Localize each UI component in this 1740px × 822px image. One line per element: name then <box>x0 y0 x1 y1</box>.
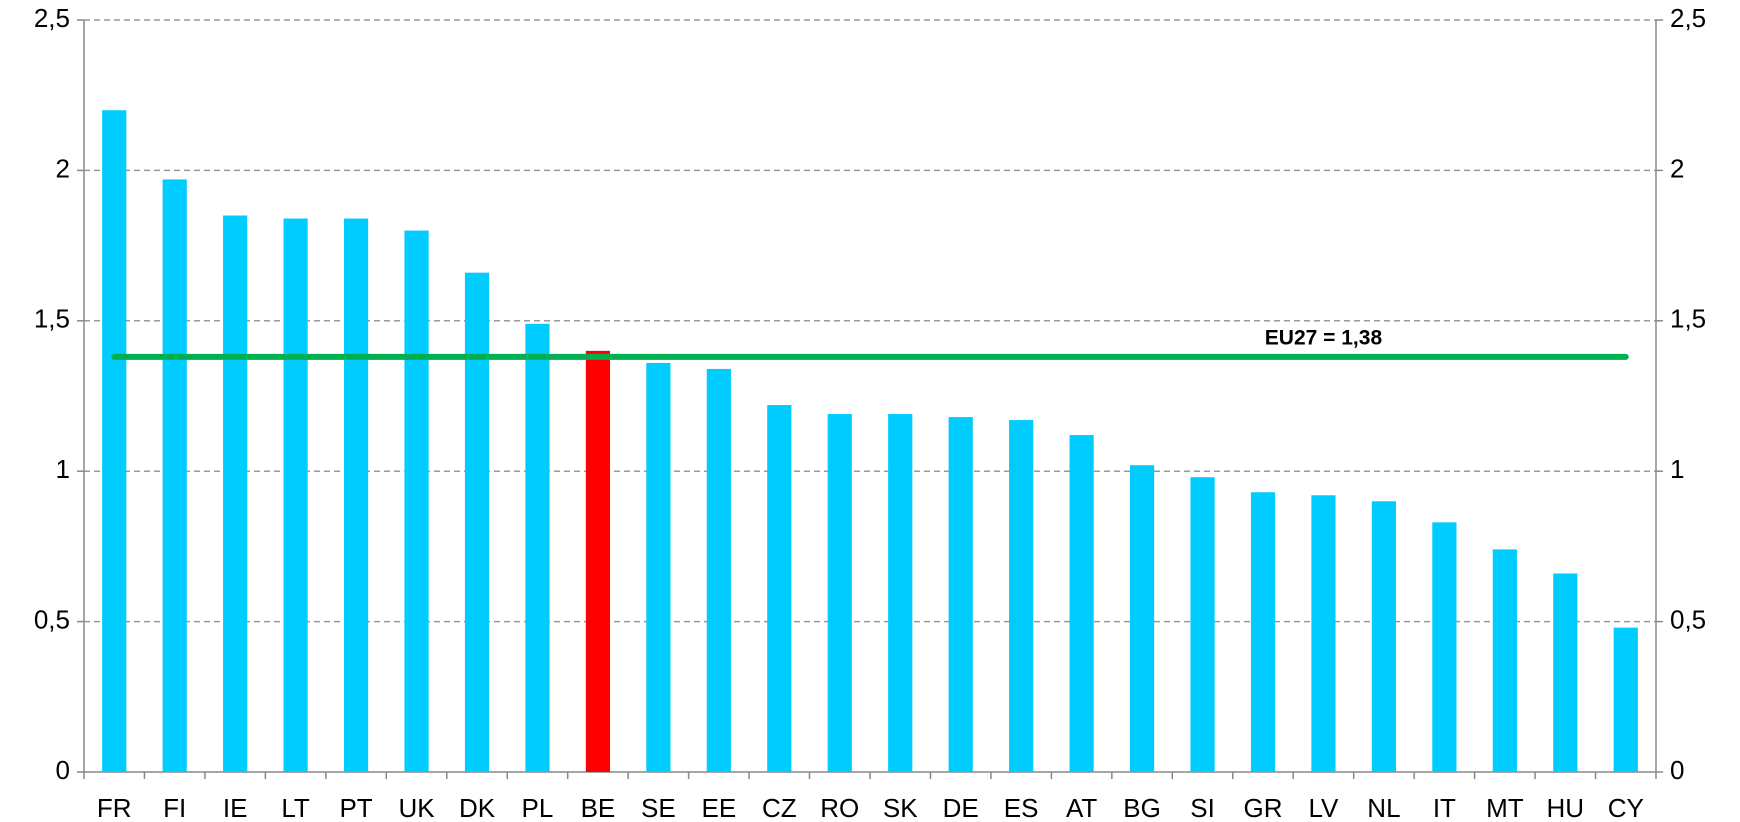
y-tick-label: 2 <box>56 153 70 183</box>
x-tick-label: LV <box>1309 793 1340 822</box>
y2-tick-label: 1,5 <box>1670 304 1706 334</box>
x-tick-label: SI <box>1190 793 1215 822</box>
bar <box>102 110 127 773</box>
bar <box>464 272 490 772</box>
x-tick-label: PL <box>522 793 554 822</box>
bar <box>1311 495 1336 772</box>
y-tick-label: 2,5 <box>34 3 70 33</box>
x-tick-label: PT <box>339 793 372 822</box>
bar <box>706 368 731 772</box>
bar <box>525 323 550 772</box>
bar <box>1069 435 1094 772</box>
bar <box>1432 522 1457 772</box>
x-tick-label: NL <box>1367 793 1400 822</box>
bar <box>827 414 852 772</box>
bar <box>767 405 792 772</box>
x-tick-label: LT <box>281 793 310 822</box>
x-tick-label: FR <box>97 793 132 822</box>
bar <box>404 230 429 772</box>
bar <box>343 218 369 772</box>
x-tick-label: BG <box>1123 793 1161 822</box>
x-tick-label: BE <box>581 793 616 822</box>
bar <box>1371 501 1397 772</box>
bar <box>1190 477 1215 772</box>
x-tick-label: FI <box>163 793 186 822</box>
x-tick-label: IT <box>1433 793 1456 822</box>
x-tick-label: UK <box>398 793 435 822</box>
bar <box>948 417 973 772</box>
bar <box>1613 627 1638 772</box>
x-tick-label: SE <box>641 793 676 822</box>
x-tick-label: SK <box>883 793 918 822</box>
bar <box>1009 420 1034 772</box>
y2-tick-label: 0,5 <box>1670 604 1706 634</box>
bar <box>1553 573 1578 772</box>
y-tick-label: 0,5 <box>34 604 70 634</box>
reference-label: EU27 = 1,38 <box>1265 326 1383 349</box>
bar <box>1492 549 1517 772</box>
x-tick-label: CY <box>1608 793 1644 822</box>
x-tick-label: IE <box>223 793 248 822</box>
bar <box>646 362 671 772</box>
bar <box>1250 492 1276 772</box>
y2-tick-label: 2,5 <box>1670 3 1706 33</box>
x-tick-label: MT <box>1486 793 1524 822</box>
bar <box>283 218 308 772</box>
x-tick-label: RO <box>820 793 859 822</box>
y-tick-label: 0 <box>56 755 70 785</box>
bar <box>223 215 248 772</box>
x-tick-label: GR <box>1244 793 1283 822</box>
x-tick-label: CZ <box>762 793 797 822</box>
y-tick-label: 1 <box>56 454 70 484</box>
bar <box>162 179 187 772</box>
x-tick-label: AT <box>1066 793 1097 822</box>
bar <box>1129 465 1155 772</box>
x-tick-label: DE <box>943 793 979 822</box>
bar <box>888 414 913 772</box>
x-tick-label: DK <box>459 793 496 822</box>
x-tick-label: HU <box>1547 793 1585 822</box>
y2-tick-label: 1 <box>1670 454 1684 484</box>
y2-tick-label: 2 <box>1670 153 1684 183</box>
x-tick-label: ES <box>1004 793 1039 822</box>
bar <box>585 350 611 772</box>
y2-tick-label: 0 <box>1670 755 1684 785</box>
x-tick-label: EE <box>702 793 737 822</box>
y-tick-label: 1,5 <box>34 304 70 334</box>
